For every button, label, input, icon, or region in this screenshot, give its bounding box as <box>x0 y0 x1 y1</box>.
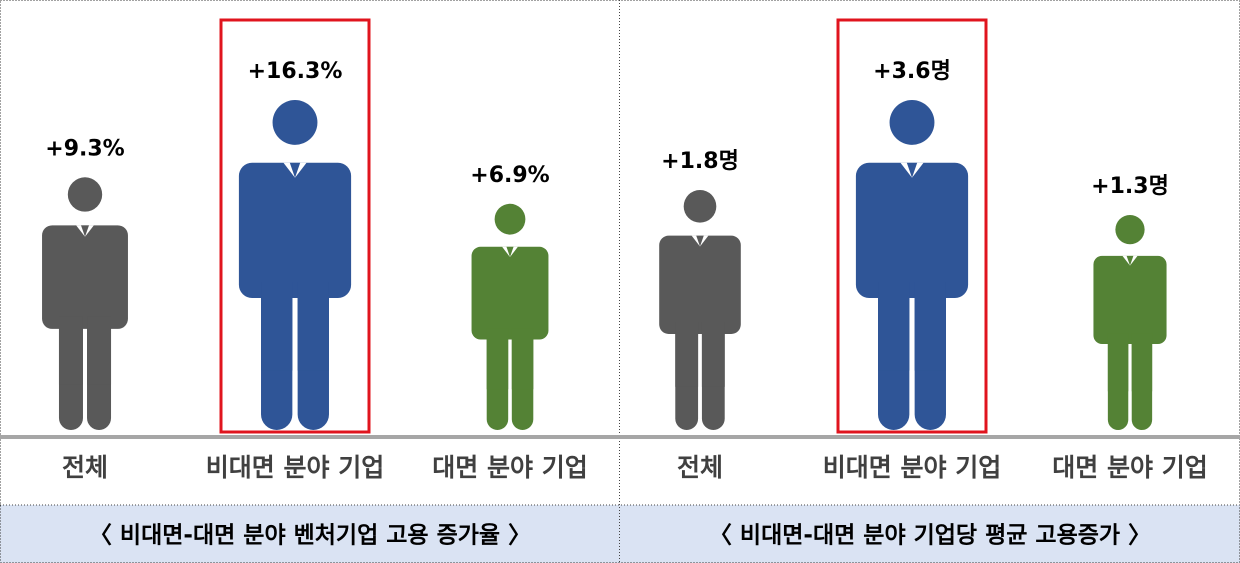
head <box>494 203 526 235</box>
highlight-box <box>219 18 371 434</box>
category-label: 비대면 분야 기업 <box>206 453 384 482</box>
category-label: 비대면 분야 기업 <box>823 453 1001 482</box>
person-icon <box>659 190 741 430</box>
torso <box>471 246 549 340</box>
head <box>889 100 935 145</box>
leg <box>87 316 112 385</box>
caption: 〈 비대면-대면 분야 기업당 평균 고용증가 〉 <box>709 523 1151 549</box>
tie <box>696 235 704 247</box>
leg <box>261 281 293 371</box>
torso <box>42 225 128 329</box>
person-icon <box>42 177 128 430</box>
leg <box>297 281 329 371</box>
person-icon <box>855 100 969 430</box>
head <box>272 100 318 145</box>
leg <box>511 328 534 390</box>
tie <box>1126 255 1134 266</box>
tie <box>81 225 89 237</box>
caption: 〈 비대면-대면 분야 벤처기업 고용 증가율 〉 <box>89 523 531 549</box>
category-label: 대면 분야 기업 <box>1052 453 1207 482</box>
person-icon <box>238 100 352 430</box>
leg <box>58 316 83 385</box>
value-label: +3.6명 <box>873 59 951 84</box>
leg <box>878 281 910 371</box>
value-label: +6.9% <box>470 163 549 188</box>
leg <box>1107 333 1129 392</box>
leg <box>675 322 699 387</box>
value-label: +1.8명 <box>661 149 739 174</box>
leg <box>486 328 509 390</box>
torso <box>238 162 352 298</box>
value-label: +1.3명 <box>1091 174 1169 199</box>
torso <box>855 162 969 298</box>
head <box>1115 215 1145 245</box>
torso <box>659 235 741 334</box>
value-label: +9.3% <box>45 136 124 161</box>
highlight-box <box>836 18 988 434</box>
leg <box>914 281 946 371</box>
tie <box>506 246 514 258</box>
leg <box>701 322 725 387</box>
person-icon <box>471 203 549 430</box>
category-label: 전체 <box>62 453 108 482</box>
tie <box>289 162 301 178</box>
head <box>67 177 103 212</box>
value-label: +16.3% <box>248 59 343 84</box>
person-icon <box>1093 215 1167 430</box>
torso <box>1093 255 1167 344</box>
category-label: 대면 분야 기업 <box>432 453 587 482</box>
category-label: 전체 <box>677 453 723 482</box>
tie <box>906 162 918 178</box>
leg <box>1131 333 1153 392</box>
head <box>683 190 717 223</box>
